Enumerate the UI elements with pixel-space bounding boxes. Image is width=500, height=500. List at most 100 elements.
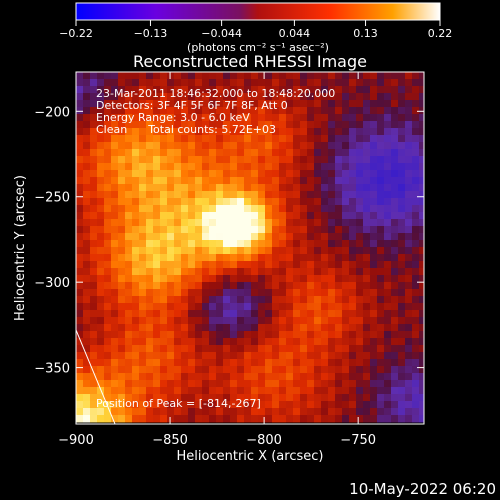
- heatmap-cell: [342, 345, 350, 353]
- heatmap-cell: [349, 331, 357, 339]
- heatmap-cell: [209, 128, 217, 136]
- heatmap-cell: [300, 415, 308, 423]
- heatmap-cell: [97, 338, 105, 346]
- heatmap-cell: [419, 415, 424, 423]
- heatmap-cell: [209, 352, 217, 360]
- heatmap-cell: [265, 282, 273, 290]
- heatmap-cell: [90, 387, 98, 395]
- heatmap-cell: [342, 121, 350, 129]
- heatmap-cell: [174, 331, 182, 339]
- heatmap-cell: [230, 212, 238, 220]
- heatmap-cell: [111, 338, 119, 346]
- heatmap-cell: [223, 247, 231, 255]
- heatmap-cell: [90, 352, 98, 360]
- annotation-line: Clean Total counts: 5.72E+03: [96, 123, 276, 136]
- heatmap-cell: [216, 240, 224, 248]
- heatmap-cell: [391, 121, 399, 129]
- heatmap-cell: [328, 275, 336, 283]
- heatmap-cell: [139, 338, 147, 346]
- heatmap-cell: [216, 163, 224, 171]
- heatmap-cell: [202, 100, 210, 108]
- heatmap-cell: [146, 219, 154, 227]
- heatmap-cell: [230, 128, 238, 136]
- heatmap-cell: [356, 233, 364, 241]
- heatmap-cell: [97, 394, 105, 402]
- heatmap-cell: [286, 240, 294, 248]
- heatmap-cell: [328, 226, 336, 234]
- heatmap-cell: [398, 394, 406, 402]
- heatmap-cell: [146, 198, 154, 206]
- heatmap-cell: [363, 156, 371, 164]
- heatmap-cell: [139, 303, 147, 311]
- heatmap-cell: [335, 79, 343, 87]
- heatmap-cell: [279, 149, 287, 157]
- heatmap-cell: [188, 352, 196, 360]
- heatmap-cell: [76, 394, 84, 402]
- heatmap-cell: [188, 261, 196, 269]
- heatmap-cell: [342, 373, 350, 381]
- heatmap-cell: [209, 366, 217, 374]
- x-tick-label: −850: [152, 433, 188, 448]
- heatmap-cell: [265, 401, 273, 409]
- heatmap-cell: [258, 128, 266, 136]
- heatmap-cell: [97, 205, 105, 213]
- heatmap-cell: [111, 121, 119, 129]
- heatmap-cell: [314, 177, 322, 185]
- heatmap-cell: [377, 86, 385, 94]
- heatmap-cell: [139, 296, 147, 304]
- heatmap-cell: [279, 296, 287, 304]
- heatmap-cell: [139, 156, 147, 164]
- heatmap-cell: [230, 268, 238, 276]
- heatmap-cell: [90, 184, 98, 192]
- heatmap-cell: [272, 282, 280, 290]
- heatmap-cell: [405, 114, 413, 122]
- heatmap-cell: [342, 303, 350, 311]
- heatmap-cell: [181, 212, 189, 220]
- heatmap-cell: [125, 310, 133, 318]
- heatmap-cell: [328, 233, 336, 241]
- heatmap-cell: [258, 282, 266, 290]
- heatmap-cell: [202, 254, 210, 262]
- heatmap-cell: [223, 275, 231, 283]
- heatmap-cell: [125, 373, 133, 381]
- heatmap-cell: [398, 226, 406, 234]
- heatmap-cell: [398, 233, 406, 241]
- heatmap-cell: [377, 408, 385, 416]
- heatmap-cell: [265, 240, 273, 248]
- heatmap-cell: [174, 408, 182, 416]
- heatmap-cell: [237, 135, 245, 143]
- heatmap-cell: [258, 380, 266, 388]
- heatmap-cell: [223, 212, 231, 220]
- heatmap-cell: [300, 219, 308, 227]
- heatmap-cell: [83, 149, 91, 157]
- heatmap-cell: [405, 79, 413, 87]
- heatmap-cell: [244, 303, 252, 311]
- heatmap-cell: [139, 233, 147, 241]
- heatmap-cell: [293, 345, 301, 353]
- heatmap-cell: [118, 289, 126, 297]
- heatmap-cell: [209, 79, 217, 87]
- heatmap-cell: [160, 107, 168, 115]
- heatmap-cell: [349, 387, 357, 395]
- heatmap-cell: [265, 275, 273, 283]
- heatmap-cell: [188, 310, 196, 318]
- heatmap-cell: [237, 177, 245, 185]
- heatmap-cell: [307, 317, 315, 325]
- heatmap-cell: [118, 303, 126, 311]
- heatmap-cell: [174, 359, 182, 367]
- heatmap-cell: [97, 324, 105, 332]
- heatmap-cell: [258, 345, 266, 353]
- heatmap-cell: [356, 296, 364, 304]
- heatmap-cell: [377, 345, 385, 353]
- heatmap-cell: [90, 93, 98, 101]
- heatmap-cell: [118, 233, 126, 241]
- heatmap-cell: [293, 233, 301, 241]
- heatmap-cell: [97, 135, 105, 143]
- heatmap-cell: [370, 275, 378, 283]
- heatmap-cell: [307, 86, 315, 94]
- heatmap-cell: [223, 135, 231, 143]
- heatmap-cell: [167, 198, 175, 206]
- heatmap-cell: [118, 163, 126, 171]
- heatmap-cell: [202, 205, 210, 213]
- heatmap-cell: [153, 135, 161, 143]
